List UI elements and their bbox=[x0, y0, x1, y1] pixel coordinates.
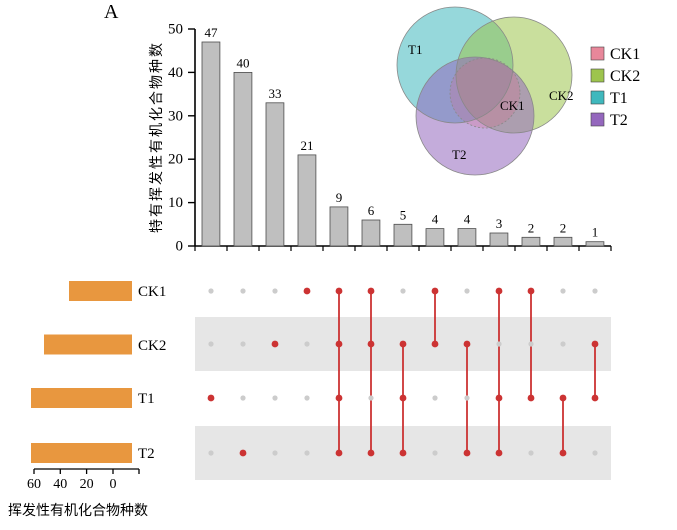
svg-text:T2: T2 bbox=[610, 112, 628, 129]
svg-text:20: 20 bbox=[80, 477, 94, 492]
svg-text:CK2: CK2 bbox=[610, 68, 640, 85]
svg-text:T2: T2 bbox=[138, 446, 155, 462]
svg-text:T1: T1 bbox=[610, 90, 628, 107]
svg-text:T1: T1 bbox=[138, 391, 155, 407]
svg-text:0: 0 bbox=[176, 239, 184, 255]
svg-text:40: 40 bbox=[53, 477, 67, 492]
svg-text:CK1: CK1 bbox=[610, 46, 640, 63]
svg-text:60: 60 bbox=[27, 477, 41, 492]
svg-text:CK1: CK1 bbox=[138, 284, 166, 300]
svg-text:0: 0 bbox=[110, 477, 117, 492]
svg-text:CK2: CK2 bbox=[138, 338, 166, 354]
